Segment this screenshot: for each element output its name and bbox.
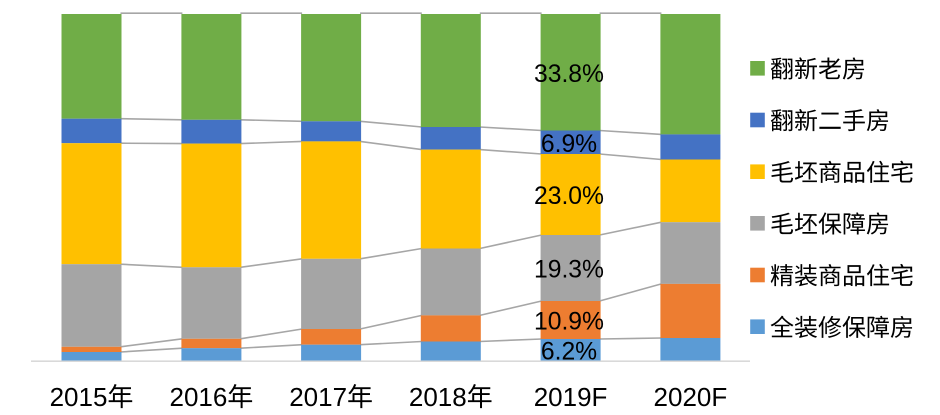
svg-text:19.3%: 19.3%	[534, 257, 604, 284]
svg-text:2019F: 2019F	[534, 382, 608, 410]
svg-text:6.9%: 6.9%	[541, 131, 597, 158]
svg-text:2020F: 2020F	[654, 382, 728, 410]
svg-text:23.0%: 23.0%	[534, 183, 604, 210]
svg-text:2018: 2018	[409, 382, 467, 410]
svg-text:2016: 2016	[170, 382, 228, 410]
svg-text:2017: 2017	[289, 382, 347, 410]
svg-text:6.2%: 6.2%	[541, 338, 597, 365]
svg-text:2015: 2015	[50, 382, 108, 410]
svg-text:10.9%: 10.9%	[534, 309, 604, 336]
svg-text:33.8%: 33.8%	[534, 61, 604, 88]
